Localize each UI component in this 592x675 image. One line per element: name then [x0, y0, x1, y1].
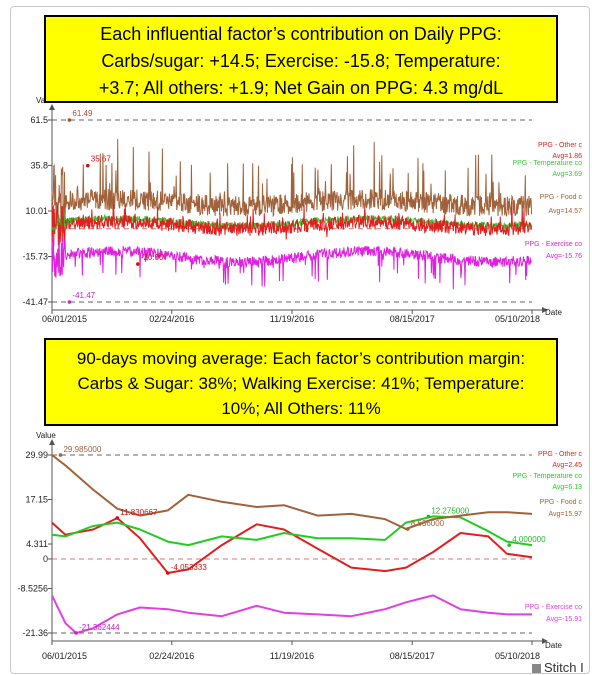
x-axis-title: Date — [545, 641, 562, 650]
y-tick-label: -41.47 — [22, 297, 48, 307]
x-tick-label: 02/24/2016 — [149, 651, 194, 661]
y-tick-label: 17.15 — [25, 495, 48, 505]
y-tick-label: -21.36 — [22, 628, 48, 638]
banner-bottom-line-2: Carbs & Sugar: 38%; Walking Exercise: 41… — [77, 374, 525, 393]
series-line — [51, 138, 533, 231]
x-axis-arrow-icon — [542, 638, 548, 644]
annotation-label: -4.053333 — [171, 563, 208, 572]
legend-series-name: PPG - Temperature co — [512, 473, 582, 480]
legend-series-avg: Avg=-15.76 — [546, 253, 582, 260]
legend-series-avg: Avg=2.45 — [552, 462, 582, 469]
x-tick-label: 02/24/2016 — [149, 314, 194, 324]
banner-top-line-1: Each influential factor’s contribution o… — [100, 24, 502, 44]
summary-banner-top: Each influential factor’s contribution o… — [44, 15, 558, 103]
legend-series-avg: Avg=6.13 — [552, 484, 582, 491]
stitch-logo-icon — [532, 664, 541, 673]
banner-top-line-3: +3.7; All others: +1.9; Net Gain on PPG:… — [98, 78, 504, 98]
annotation-label: 61.49 — [72, 109, 93, 118]
banner-bottom-line-3: 10%; All Others: 11% — [221, 399, 381, 418]
series-line — [51, 594, 532, 634]
annotation-marker — [115, 516, 120, 520]
x-tick-label: 08/15/2017 — [390, 314, 435, 324]
x-tick-label: 11/19/2016 — [270, 314, 314, 324]
y-axis-arrow-icon — [49, 439, 55, 445]
legend-series-name: PPG - Exercise co — [525, 604, 582, 611]
annotation-marker — [405, 527, 410, 531]
annotation-marker — [136, 262, 140, 266]
annotation-marker — [51, 226, 56, 231]
y-tick-label: -8.5256 — [17, 584, 48, 594]
banner-bottom-line-1: 90-days moving average: Each factor’s co… — [76, 349, 526, 368]
y-tick-label: -15.73 — [22, 252, 48, 262]
legend-series-avg: Avg=14.57 — [548, 208, 582, 215]
legend-series-name: PPG - Temperature co — [512, 160, 582, 167]
x-tick-label: 11/19/2016 — [270, 651, 314, 661]
x-axis-arrow-icon — [542, 307, 548, 313]
y-tick-label: 0 — [43, 554, 48, 564]
annotation-label: 29.985000 — [63, 445, 101, 454]
annotation-marker — [74, 631, 78, 635]
x-tick-label: 05/10/2018 — [495, 314, 540, 324]
y-axis-title: Value — [36, 431, 56, 440]
x-tick-label: 08/15/2017 — [390, 651, 435, 661]
series-line — [51, 236, 533, 290]
watermark: Stitch I — [532, 660, 584, 675]
legend-series-name: PPG - Other c — [538, 451, 582, 458]
annotation-label: -21.362444 — [79, 623, 120, 632]
series-line — [51, 515, 533, 547]
watermark-text: Stitch I — [544, 660, 584, 675]
y-tick-label: 10.01 — [25, 206, 48, 216]
annotation-marker — [426, 514, 431, 519]
x-axis-title: Date — [545, 308, 562, 317]
legend-series-name: PPG - Food c — [540, 194, 583, 201]
legend-series-avg: Avg=15.97 — [548, 511, 582, 518]
series-line — [51, 517, 533, 574]
summary-banner-bottom: 90-days moving average: Each factor’s co… — [44, 338, 558, 426]
legend-series-avg: Avg=-15.91 — [546, 616, 582, 623]
annotation-label: -20.00 — [141, 253, 164, 262]
legend-series-avg: Avg=3.69 — [552, 171, 582, 178]
annotation-marker — [67, 300, 72, 304]
annotation-label: 0.00 — [57, 218, 73, 227]
y-axis-arrow-icon — [49, 104, 55, 110]
annotation-marker — [507, 543, 512, 547]
annotation-label: 8.636000 — [411, 519, 445, 528]
series-line — [51, 454, 533, 530]
series-line — [51, 201, 533, 250]
legend-series-name: PPG - Exercise co — [525, 241, 582, 248]
y-tick-label: 61.5 — [30, 115, 48, 125]
y-tick-label: 4.311 — [26, 539, 48, 549]
legend-series-avg: Avg=1.86 — [552, 153, 582, 160]
legend-series-name: PPG - Other c — [538, 142, 582, 149]
annotation-label: -41.47 — [72, 291, 95, 300]
annotation-marker — [58, 453, 63, 457]
x-tick-label: 06/01/2015 — [42, 314, 87, 324]
annotation-label: 12.275000 — [431, 506, 469, 515]
y-tick-label: 29.99 — [25, 450, 48, 460]
annotation-label: 35.67 — [91, 155, 112, 164]
banner-top-line-2: Carbs/sugar: +14.5; Exercise: -15.8; Tem… — [101, 51, 501, 71]
annotation-marker — [85, 163, 90, 168]
x-tick-label: 06/01/2015 — [42, 651, 87, 661]
annotation-marker — [67, 118, 72, 122]
x-tick-label: 05/10/2018 — [495, 651, 540, 661]
legend-series-name: PPG - Food c — [540, 499, 583, 506]
y-tick-label: 35.8 — [30, 160, 48, 170]
annotation-label: 11.830667 — [120, 508, 158, 517]
annotation-label: 4.000000 — [512, 535, 546, 544]
annotation-marker — [165, 571, 170, 575]
